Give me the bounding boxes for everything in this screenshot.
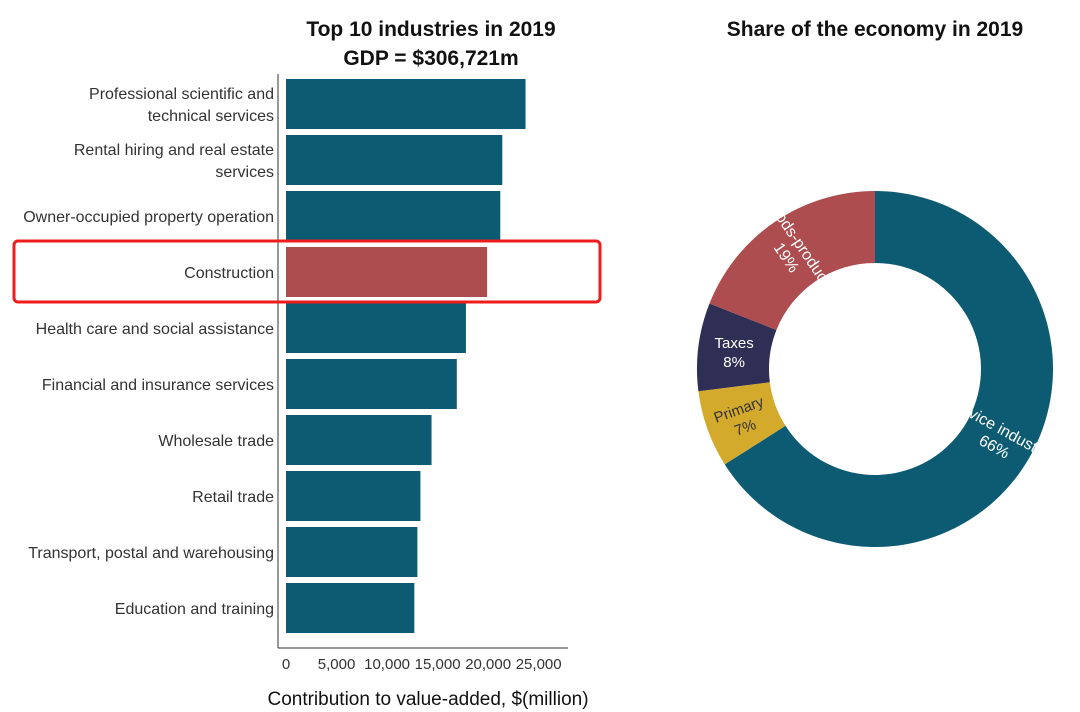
donut-slices <box>696 191 1054 548</box>
donut-slice-primary <box>698 382 786 465</box>
bar-marks <box>286 79 526 633</box>
bar-2 <box>286 135 503 185</box>
donut-chart: Share of the economy in 2019 Service ind… <box>696 18 1062 548</box>
donut-slice-goods-producing <box>709 191 875 330</box>
x-axis-label: Contribution to value-added, $(million) <box>267 689 588 710</box>
bar-8 <box>286 471 421 521</box>
bar-category-labels: Professional scientific and technical ser… <box>23 86 274 618</box>
donut-slice-service-industries <box>724 191 1054 548</box>
x-tick-label: 15,000 <box>415 656 461 673</box>
category-label-1: Professional scientific and <box>89 86 274 103</box>
category-label-3: Owner-occupied property operation <box>23 209 274 226</box>
x-tick-label: 5,000 <box>318 656 356 673</box>
x-tick-label: 25,000 <box>516 656 562 673</box>
bar-6 <box>286 359 457 409</box>
bar-chart: Top 10 industries in 2019 GDP = $306,721… <box>12 18 602 710</box>
category-label-5: Health care and social assistance <box>36 321 274 338</box>
category-label-2-line2: services <box>215 164 274 181</box>
category-label-1-line2: technical services <box>148 108 274 125</box>
bar-5 <box>286 303 466 353</box>
donut-chart-title: Share of the economy in 2019 <box>727 18 1023 41</box>
donut-slice-percent: 7% <box>732 416 758 439</box>
category-label-4: Construction <box>184 265 274 282</box>
donut-slice-name: Taxes <box>715 335 754 352</box>
construction-highlight-frame <box>12 239 602 304</box>
bar-chart-title: Top 10 industries in 2019 <box>306 18 555 41</box>
x-tick-label: 0 <box>282 656 290 673</box>
category-label-9: Transport, postal and warehousing <box>28 545 274 562</box>
x-tick-label: 20,000 <box>465 656 511 673</box>
category-label-6: Financial and insurance services <box>42 377 274 394</box>
bar-4 <box>286 247 488 297</box>
category-label-7: Wholesale trade <box>158 433 274 450</box>
x-axis-ticks: 0 5,000 10,000 15,000 20,000 25,000 <box>282 656 562 673</box>
category-label-2: Rental hiring and real estate <box>74 142 274 159</box>
donut-slice-taxes <box>696 303 777 392</box>
bar-1 <box>286 79 526 129</box>
donut-label-group: Taxes 8% <box>715 335 754 371</box>
bar-chart-subtitle: GDP = $306,721m <box>343 47 518 70</box>
category-label-8: Retail trade <box>192 489 274 506</box>
x-tick-label: 10,000 <box>364 656 410 673</box>
bar-10 <box>286 583 415 633</box>
bar-9 <box>286 527 418 577</box>
category-label-10: Education and training <box>115 601 274 618</box>
bar-7 <box>286 415 432 465</box>
bar-3 <box>286 191 501 241</box>
donut-slice-percent: 8% <box>723 354 745 371</box>
